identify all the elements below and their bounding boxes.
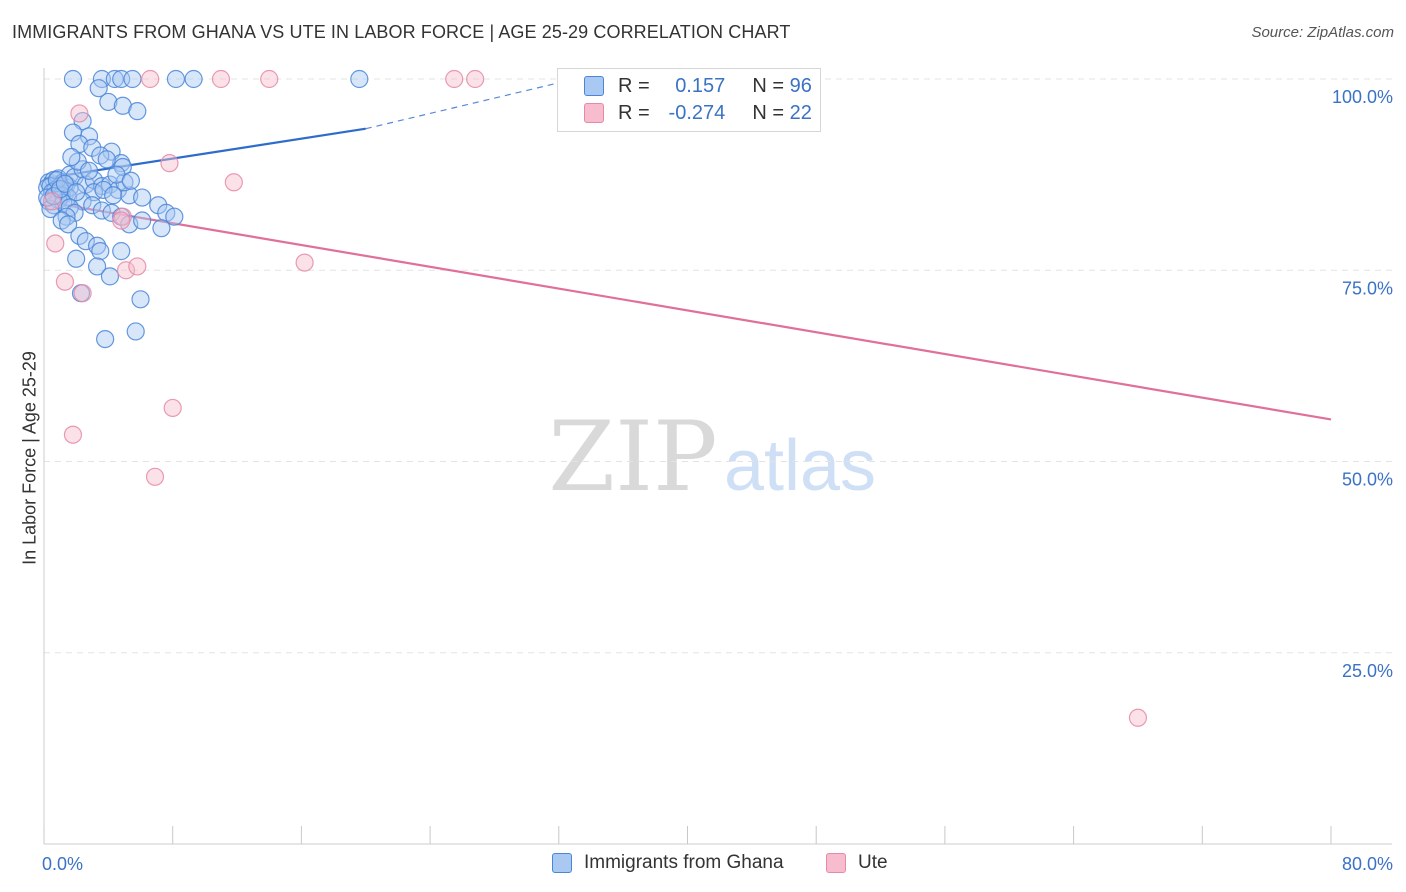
y-tick-label: 100.0% xyxy=(1332,87,1393,107)
point-ghana xyxy=(131,290,150,309)
series-legend-label: Immigrants from Ghana xyxy=(584,852,784,873)
point-ute xyxy=(112,211,131,230)
point-ghana xyxy=(152,219,171,238)
point-ghana xyxy=(97,150,116,169)
grid-lines xyxy=(44,78,1392,654)
point-ghana xyxy=(79,161,99,180)
point-ute xyxy=(116,261,136,280)
point-ghana xyxy=(63,123,83,142)
point-ute xyxy=(128,257,147,276)
point-ghana xyxy=(102,203,121,222)
point-ghana xyxy=(91,242,110,261)
tick-labels: 100.0% 75.0% 50.0% 25.0% 0.0% 80.0% xyxy=(42,87,1393,874)
y-tick-label: 25.0% xyxy=(1342,661,1393,681)
series-legend: Immigrants from Ghana Ute xyxy=(0,852,1406,878)
point-ghana xyxy=(99,92,118,112)
point-ghana xyxy=(133,211,152,230)
point-ute xyxy=(42,192,62,211)
point-ghana xyxy=(63,69,83,89)
point-ghana xyxy=(121,171,140,190)
point-ute xyxy=(63,425,83,444)
point-ghana xyxy=(83,196,102,215)
point-ghana xyxy=(59,215,78,234)
x-tick-label: 80.0% xyxy=(1342,854,1393,874)
series-legend-label: Ute xyxy=(858,852,888,873)
point-ute xyxy=(295,253,314,272)
point-ghana xyxy=(96,330,115,349)
chart-source: Source: ZipAtlas.com xyxy=(1251,24,1394,41)
point-ghana xyxy=(67,183,86,202)
point-ute xyxy=(466,69,485,89)
point-ghana xyxy=(100,267,120,286)
point-ghana xyxy=(87,236,107,255)
point-ghana xyxy=(184,69,203,89)
point-ghana xyxy=(76,232,95,251)
legend-swatch-ute xyxy=(584,103,604,123)
point-ute xyxy=(141,69,160,89)
axes xyxy=(43,68,1392,845)
point-ghana xyxy=(62,147,81,167)
point-ghana xyxy=(133,188,152,207)
watermark-atlas: atlas xyxy=(724,426,876,506)
point-ute xyxy=(1128,708,1148,727)
legend-n-value: 96 xyxy=(789,75,812,97)
point-ute xyxy=(260,69,279,89)
trend-line-ghana-extension xyxy=(365,78,576,130)
point-ute xyxy=(163,398,182,418)
point-ute xyxy=(145,467,165,486)
watermark-zip: ZIP xyxy=(548,401,717,513)
point-ute xyxy=(70,104,89,123)
point-ute xyxy=(224,173,243,192)
series-swatch-ghana xyxy=(552,853,572,873)
trend-line-ute xyxy=(43,200,1332,421)
point-ute xyxy=(73,284,92,303)
point-ghana xyxy=(165,207,184,226)
x-tick-label: 0.0% xyxy=(42,854,83,874)
point-ghana xyxy=(128,102,147,121)
watermark: ZIP atlas xyxy=(548,401,876,513)
point-ghana xyxy=(89,79,108,98)
legend-n-value: 22 xyxy=(789,102,812,124)
point-ghana xyxy=(105,69,124,89)
legend-r-label: R = xyxy=(618,102,650,124)
series-swatch-ute xyxy=(826,853,846,873)
point-ghana xyxy=(350,69,369,89)
point-ute xyxy=(211,69,231,89)
point-ute xyxy=(46,234,65,253)
point-ghana xyxy=(87,257,107,276)
y-tick-label: 75.0% xyxy=(1342,278,1393,298)
point-ghana xyxy=(67,249,86,268)
legend-n-label: N = xyxy=(752,75,785,97)
legend-r-value: -0.274 xyxy=(668,102,726,124)
point-ute xyxy=(445,69,464,89)
y-tick-label: 50.0% xyxy=(1342,470,1393,490)
point-ghana xyxy=(123,69,142,89)
point-ghana xyxy=(112,242,131,261)
legend-n-label: N = xyxy=(752,102,785,124)
data-points xyxy=(38,69,1148,727)
point-ghana xyxy=(126,322,145,341)
point-ute xyxy=(160,154,179,173)
chart-title: IMMIGRANTS FROM GHANA VS UTE IN LABOR FO… xyxy=(12,22,791,42)
legend-r-value: 0.157 xyxy=(675,75,726,97)
point-ute xyxy=(55,272,75,291)
point-ghana xyxy=(104,186,123,205)
point-ghana xyxy=(166,69,186,89)
legend-r-label: R = xyxy=(618,75,650,97)
correlation-legend: R = 0.157 N = 96 R = -0.274 N = 22 xyxy=(557,68,821,132)
legend-swatch-ghana xyxy=(584,76,604,96)
point-ghana xyxy=(94,180,113,200)
